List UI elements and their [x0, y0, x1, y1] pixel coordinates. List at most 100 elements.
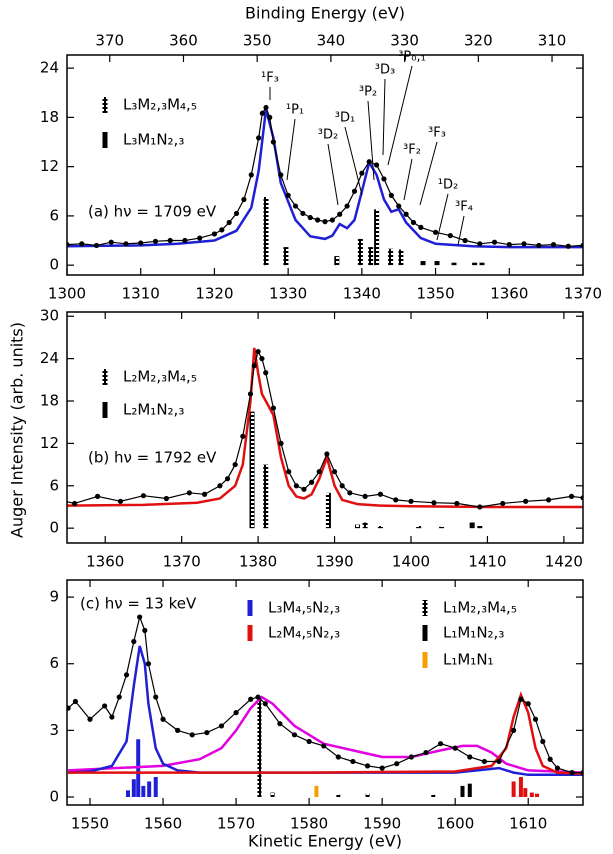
- data-point: [293, 483, 299, 489]
- data-point: [217, 483, 223, 489]
- stick: [263, 197, 269, 266]
- data-point: [467, 754, 473, 760]
- y-axis-title: Auger Intensity (arb. units): [8, 322, 27, 538]
- data-point: [568, 493, 575, 499]
- term-leader: [367, 100, 375, 181]
- data-point: [251, 363, 257, 369]
- y-tick-label: 6: [49, 206, 59, 224]
- data-point: [347, 490, 353, 496]
- x-tick-label: 1340: [343, 285, 381, 303]
- y-tick-label: 6: [49, 476, 59, 494]
- x-tick-label: 1410: [468, 553, 506, 571]
- term-leader: [327, 143, 339, 206]
- data-point: [546, 497, 552, 503]
- y-tick-label: 18: [40, 108, 59, 126]
- stick: [125, 790, 130, 798]
- x-tick-label: 1610: [509, 815, 547, 833]
- x2-tick-label: 340: [317, 32, 346, 50]
- data-point: [396, 203, 402, 209]
- stick: [354, 524, 360, 529]
- data-point: [102, 703, 108, 709]
- data-point: [379, 765, 385, 771]
- term-leader: [382, 78, 386, 156]
- plot-frame: [66, 579, 584, 806]
- y-tick-label: 3: [49, 721, 59, 739]
- panel-annotation: (c) hν = 13 keV: [80, 595, 197, 613]
- data-point: [301, 486, 307, 492]
- stick: [270, 792, 275, 798]
- stick: [479, 262, 485, 266]
- data-point: [408, 754, 414, 760]
- data-point: [109, 714, 115, 720]
- data-point: [481, 758, 488, 765]
- data-point: [350, 758, 356, 765]
- stick: [357, 238, 363, 266]
- data-point: [278, 172, 284, 178]
- legend-label: L₁M₁N₁: [443, 651, 494, 669]
- term-label: ³P₂: [359, 85, 377, 100]
- term-leader: [403, 158, 413, 201]
- stick: [467, 783, 472, 798]
- stick: [368, 247, 374, 266]
- legend-label: L₃M₄,₅N₂,₃: [268, 599, 340, 617]
- stick: [147, 781, 152, 798]
- data-point: [307, 214, 313, 221]
- data-point: [381, 176, 387, 182]
- x-tick-label: 1330: [269, 285, 307, 303]
- stick: [374, 209, 380, 266]
- legend-swatch: [102, 97, 108, 113]
- data-point: [364, 763, 371, 769]
- stick: [398, 249, 404, 266]
- data-point: [248, 696, 254, 702]
- data-point: [219, 227, 225, 233]
- data-point: [315, 217, 321, 223]
- data-point: [394, 761, 400, 767]
- line: [67, 347, 583, 509]
- term-label: ³P₀,₁: [398, 50, 426, 65]
- data-point: [175, 727, 181, 733]
- data-point: [197, 235, 203, 241]
- data-point: [393, 497, 399, 503]
- legend-swatch: [422, 600, 428, 616]
- stick: [529, 792, 534, 798]
- data-point: [565, 243, 571, 249]
- data-point: [49, 496, 54, 501]
- term-label: ¹P₁: [286, 103, 304, 118]
- term-label: ³F₄: [455, 200, 473, 215]
- stick: [365, 793, 370, 798]
- y-tick-label: 24: [40, 59, 59, 77]
- x-tick-label: 1370: [163, 553, 201, 571]
- legend-swatch: [247, 600, 253, 616]
- x-tick-label: 1580: [290, 815, 328, 833]
- line: [67, 615, 583, 774]
- data-point: [521, 241, 527, 247]
- data-point: [270, 405, 276, 411]
- data-point: [232, 461, 238, 468]
- stick: [523, 788, 528, 798]
- x2-tick-label: 360: [169, 32, 198, 50]
- data-point: [359, 170, 365, 176]
- y-tick-label: 12: [40, 434, 59, 452]
- data-point: [462, 237, 468, 244]
- data-point: [116, 694, 122, 700]
- stick: [257, 697, 262, 798]
- legend-label: L₃M₂,₃M₄,₅: [123, 96, 197, 114]
- data-point: [117, 498, 124, 504]
- data-point: [454, 500, 460, 507]
- data-point: [374, 162, 380, 168]
- x2-axis-title: Binding Energy (eV): [245, 4, 405, 23]
- x-tick-label: 1390: [315, 553, 353, 571]
- x-tick-label: 1380: [239, 553, 277, 571]
- data-point: [255, 694, 261, 700]
- data-point: [491, 239, 498, 245]
- legend-label: L₁M₂,₃M₄,₅: [443, 599, 517, 617]
- data-point: [447, 232, 453, 239]
- data-point: [496, 758, 502, 765]
- y-tick-label: 0: [49, 788, 59, 806]
- legend-label: L₁M₁N₂,₃: [443, 624, 504, 642]
- data-point: [569, 769, 575, 776]
- stick: [511, 781, 516, 798]
- legend-label: L₂M₄,₅N₂,₃: [268, 624, 340, 642]
- x-tick-label: 1560: [144, 815, 182, 833]
- x-tick-label: 1360: [490, 285, 528, 303]
